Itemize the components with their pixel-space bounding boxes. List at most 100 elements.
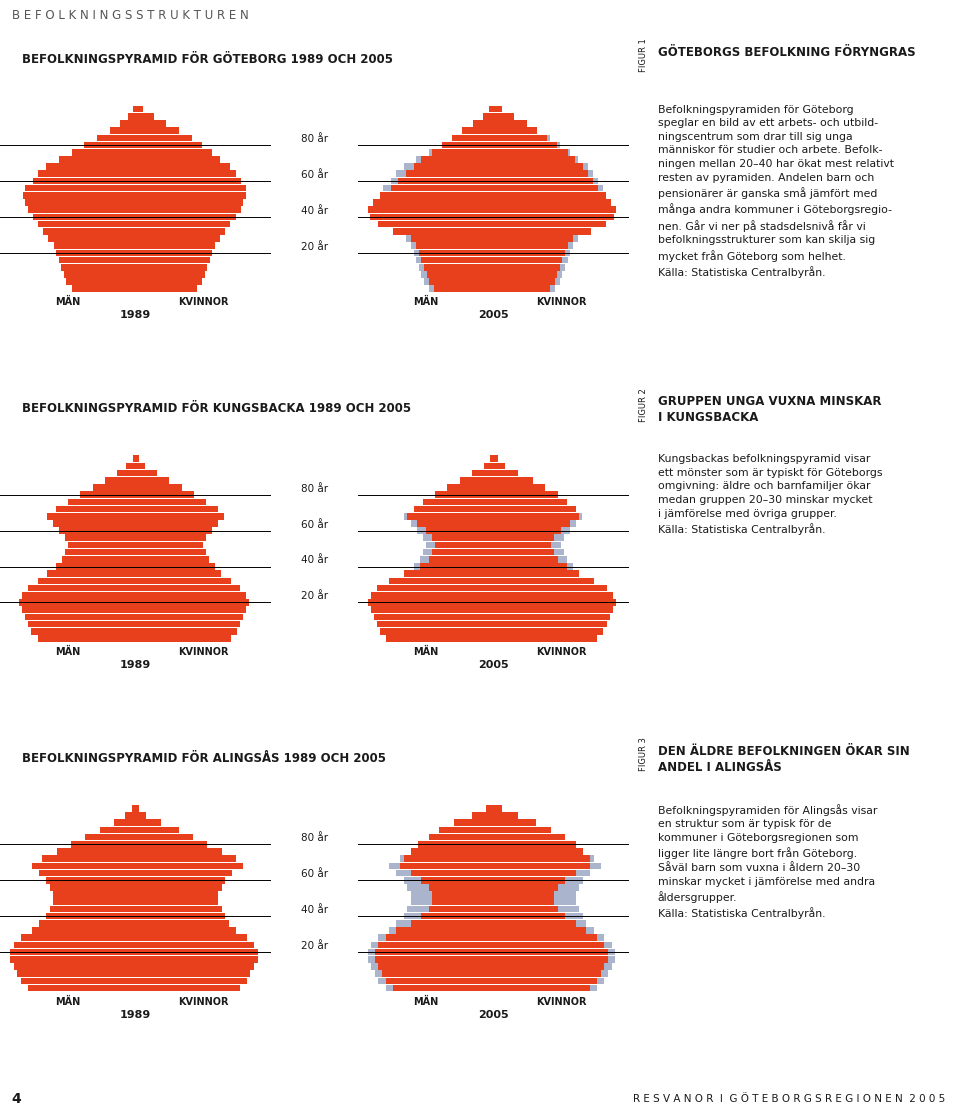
Bar [493,192,606,199]
Text: 40 år: 40 år [300,905,328,915]
Bar [493,577,594,584]
Bar [386,985,493,992]
Bar [493,534,564,541]
Bar [135,106,143,113]
Bar [135,563,215,570]
Bar [396,577,493,584]
Bar [386,585,493,591]
Bar [135,985,240,992]
Bar [25,199,135,206]
Bar [135,607,246,613]
Bar [391,213,493,220]
Bar [53,898,135,905]
Bar [135,192,246,199]
Bar [414,563,493,570]
Bar [135,149,212,155]
Bar [383,184,493,191]
Bar [493,956,615,963]
Bar [493,257,567,264]
Bar [493,149,567,155]
Bar [493,948,608,955]
Bar [380,628,493,634]
Bar [406,171,493,178]
Bar [493,213,593,220]
Bar [368,599,493,605]
Bar [435,542,493,548]
Bar [37,577,135,584]
Bar [135,178,241,184]
Bar [493,827,551,833]
Bar [374,956,493,963]
Bar [426,527,493,534]
Bar [135,134,192,141]
Bar [493,178,598,184]
Text: FIGUR 2: FIGUR 2 [638,388,648,422]
Text: 40 år: 40 år [300,555,328,565]
Bar [50,906,135,913]
Bar [135,577,230,584]
Bar [452,134,493,141]
Bar [135,977,247,984]
Bar [493,812,504,819]
Bar [411,521,493,527]
Bar [403,913,493,919]
Bar [493,142,560,149]
Bar [493,585,607,591]
Bar [493,833,564,840]
Bar [493,542,561,548]
Bar [493,521,569,527]
Bar [493,870,590,877]
Bar [463,477,493,484]
Bar [493,527,569,534]
Bar [493,271,557,278]
Bar [135,257,210,264]
Bar [386,621,493,628]
Bar [378,221,493,228]
Bar [100,827,135,833]
Bar [133,106,135,113]
Bar [371,213,493,220]
Bar [23,192,135,199]
Bar [59,257,135,264]
Bar [493,264,560,270]
Bar [135,841,207,848]
Text: KVINNOR: KVINNOR [536,996,587,1006]
Bar [371,607,493,613]
Bar [493,513,582,519]
Bar [493,184,604,191]
Bar [114,820,135,825]
Bar [21,935,135,941]
Bar [135,242,215,249]
Bar [493,848,583,855]
Text: 2005: 2005 [478,660,509,670]
Bar [135,599,249,605]
Bar [493,456,498,462]
Bar [37,636,135,642]
Text: 2005: 2005 [478,311,509,321]
Bar [135,613,243,620]
Bar [424,264,493,270]
Bar [383,199,493,206]
Bar [422,498,493,505]
Bar [396,171,493,178]
Bar [493,571,579,577]
Bar [53,891,135,898]
Bar [13,963,135,970]
Text: Kungsbackas befolkningspyramid visar
ett mönster som är typiskt för Göteborgs
om: Kungsbackas befolkningspyramid visar ett… [658,455,882,535]
Bar [493,856,593,862]
Bar [493,599,607,605]
Bar [424,278,493,285]
Bar [493,106,501,113]
Bar [110,127,135,134]
Bar [386,935,493,941]
Bar [389,577,493,584]
Bar [493,556,558,563]
Text: DEN ÄLDRE BEFOLKNINGEN ÖKAR SIN
ANDEL I ALINGSÅS: DEN ÄLDRE BEFOLKNINGEN ÖKAR SIN ANDEL I … [658,745,909,774]
Bar [493,870,576,877]
Bar [398,178,493,184]
Bar [135,948,257,955]
Bar [493,856,590,862]
Bar [493,477,527,484]
Bar [61,264,135,270]
Bar [81,491,135,498]
